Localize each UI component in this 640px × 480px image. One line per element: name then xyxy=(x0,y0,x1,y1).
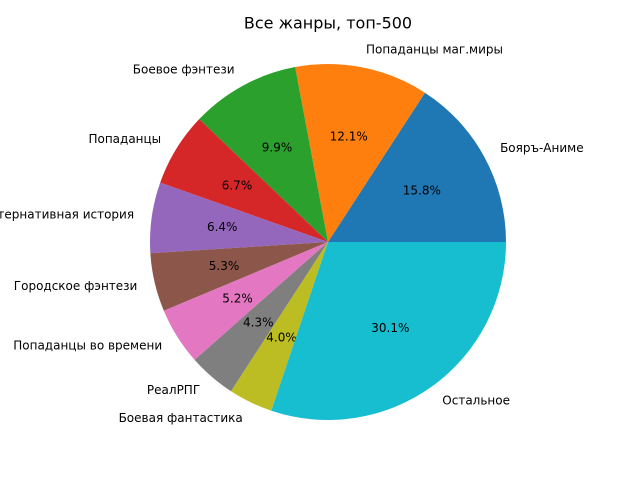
percent-label: 5.2% xyxy=(222,291,253,305)
pie-slice xyxy=(271,242,506,420)
pie-slice xyxy=(328,92,506,243)
pie-slice xyxy=(231,242,328,411)
slice-label: Боевая фантастика xyxy=(119,411,243,425)
slice-label: Бояръ-Аниме xyxy=(500,141,584,155)
percent-label: 5.3% xyxy=(209,259,240,273)
percent-label: 15.8% xyxy=(403,184,441,198)
percent-label: 6.7% xyxy=(222,179,253,193)
slice-label: РеалРПГ xyxy=(147,383,200,397)
pie-slice xyxy=(194,242,328,392)
percent-label: 12.1% xyxy=(330,130,368,144)
slice-label: Городское фэнтези xyxy=(14,279,138,293)
chart-title: Все жанры, топ-500 xyxy=(244,14,412,33)
percent-label: 30.1% xyxy=(371,321,409,335)
percent-label: 6.4% xyxy=(207,220,238,234)
slice-label: Боевое фэнтези xyxy=(133,62,235,76)
percent-label: 4.3% xyxy=(243,315,274,329)
percent-label: 4.0% xyxy=(266,331,297,345)
pie-slice xyxy=(295,64,425,243)
slice-label: Альтернативная история xyxy=(0,207,134,221)
slice-label: Попаданцы во времени xyxy=(13,339,162,353)
pie-slice xyxy=(150,242,328,311)
percent-label: 9.9% xyxy=(262,141,293,155)
pie-slice xyxy=(160,119,328,242)
pie-slice xyxy=(150,182,328,254)
slice-label: Попаданцы маг.миры xyxy=(366,42,503,56)
slice-label: Попаданцы xyxy=(88,132,161,146)
pie-slice xyxy=(199,67,328,242)
pie-slice xyxy=(163,242,328,360)
slice-label: Остальное xyxy=(442,393,510,407)
